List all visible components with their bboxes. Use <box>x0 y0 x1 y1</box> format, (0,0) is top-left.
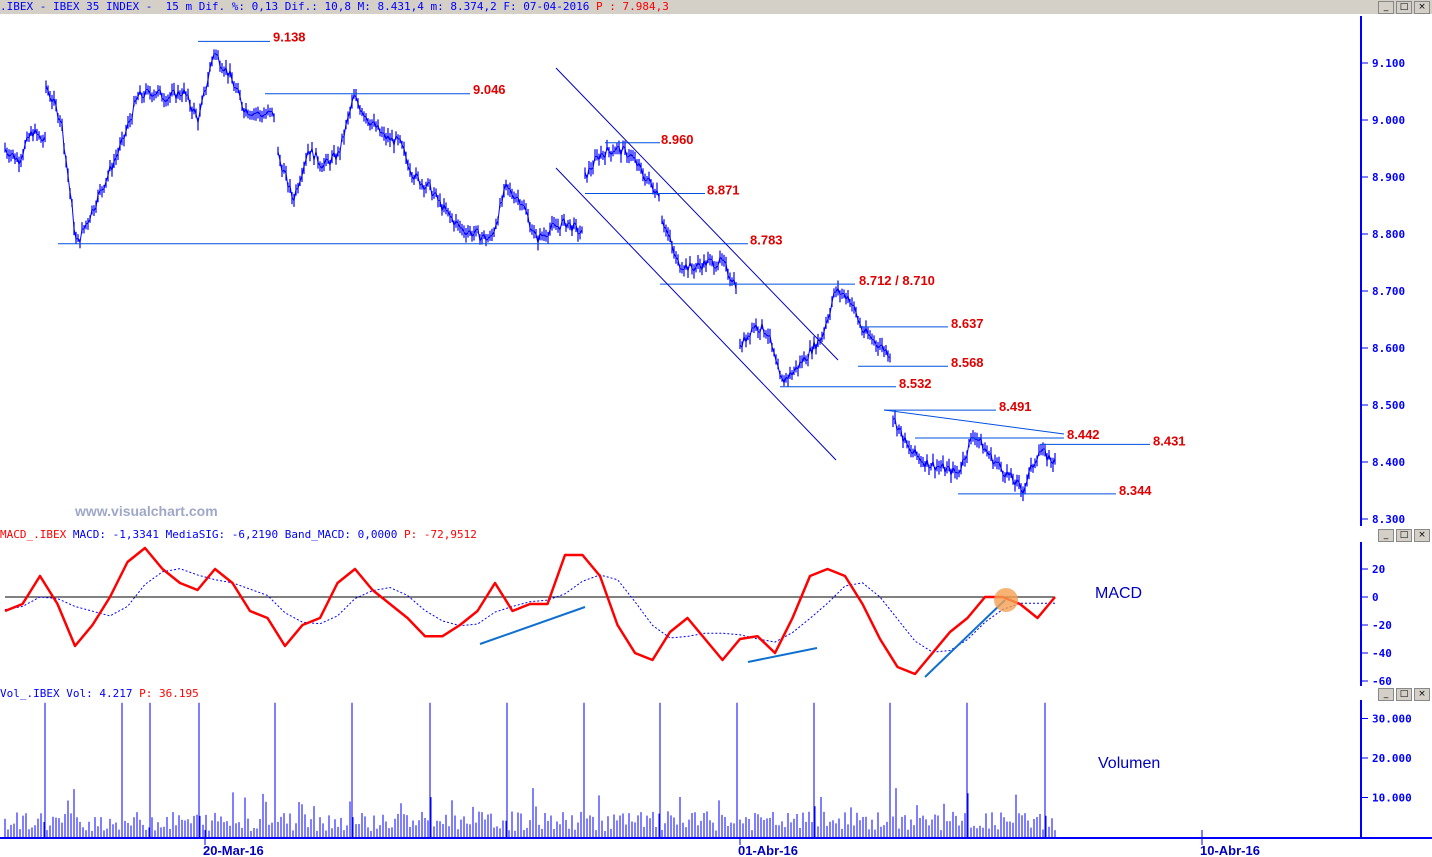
channel-upper <box>555 67 839 361</box>
level-label: 8.871 <box>707 183 740 198</box>
price-line <box>4 127 46 166</box>
quote-info: 15 m Dif. %: 0,13 Dif.: 10,8 M: 8.431,4 … <box>165 0 590 13</box>
volume-header: Vol_.IBEX Vol: 4.217 P: 36.195 _ □ × <box>0 687 1432 701</box>
vol-name: Vol_.IBEX <box>0 687 60 700</box>
channel-lower <box>555 167 837 461</box>
macd-name: MACD_.IBEX <box>0 528 67 541</box>
price-header: .IBEX - IBEX 35 INDEX - 15 m Dif. %: 0,1… <box>0 0 1432 14</box>
close-button[interactable]: × <box>1414 1 1430 14</box>
price-tick-label: 8.800 <box>1372 228 1405 241</box>
signal-line <box>4 568 1055 653</box>
level-label: 8.431 <box>1153 433 1186 448</box>
level-label: 9.046 <box>473 82 506 97</box>
minimize-button[interactable]: _ <box>1378 529 1394 542</box>
resistance-trendline <box>883 409 1065 435</box>
price-tick-label: 9.000 <box>1372 114 1405 127</box>
macd-tick-label: -20 <box>1372 619 1392 632</box>
macd-tick-label: -40 <box>1372 647 1392 660</box>
macd-tick-label: 20 <box>1372 563 1385 576</box>
crossover-marker <box>994 588 1018 612</box>
price-tick-label: 8.700 <box>1372 285 1405 298</box>
date-label: 10-Abr-16 <box>1200 843 1260 857</box>
minimize-button[interactable]: _ <box>1378 688 1394 701</box>
price-line <box>277 94 583 244</box>
price-line <box>661 220 737 290</box>
minimize-button[interactable]: _ <box>1378 1 1394 14</box>
level-label: 8.491 <box>999 399 1032 414</box>
vol-values: Vol: 4.217 <box>66 687 133 700</box>
price-line <box>892 417 1056 496</box>
symbol: .IBEX - IBEX 35 INDEX - <box>0 0 153 13</box>
level-label: 8.712 / 8.710 <box>859 273 935 288</box>
price-tick-label: 9.100 <box>1372 57 1405 70</box>
macd-line <box>4 546 1056 676</box>
level-label: 9.138 <box>273 29 306 44</box>
price-tick-label: 8.900 <box>1372 171 1405 184</box>
volume-tick-label: 10.000 <box>1372 792 1412 805</box>
price-tick-label: 8.300 <box>1372 513 1405 526</box>
maximize-button[interactable]: □ <box>1396 529 1412 542</box>
price-tick-label: 8.400 <box>1372 456 1405 469</box>
date-label: 20-Mar-16 <box>203 843 264 857</box>
last-price: P : 7.984,3 <box>596 0 669 13</box>
macd-last: P: -72,9512 <box>404 528 477 541</box>
macd-trendline <box>747 647 818 663</box>
volume-tick-label: 30.000 <box>1372 713 1412 726</box>
macd-header: MACD_.IBEX MACD: -1,3341 MediaSIG: -6,21… <box>0 528 1432 542</box>
level-label: 8.344 <box>1119 483 1152 498</box>
level-label: 8.783 <box>750 233 783 248</box>
macd-values: MACD: -1,3341 MediaSIG: -6,2190 Band_MAC… <box>72 528 398 541</box>
level-label: 8.637 <box>951 316 984 331</box>
close-button[interactable]: × <box>1414 529 1430 542</box>
level-label: 8.568 <box>951 355 984 370</box>
price-line <box>739 287 891 385</box>
price-line <box>584 145 660 198</box>
date-label: 01-Abr-16 <box>738 843 798 857</box>
level-label: 8.442 <box>1067 427 1100 442</box>
price-line <box>45 53 275 245</box>
macd-label: MACD <box>1095 585 1142 602</box>
level-label: 8.960 <box>661 132 694 147</box>
volume-tick-label: 20.000 <box>1372 752 1412 765</box>
maximize-button[interactable]: □ <box>1396 688 1412 701</box>
watermark: www.visualchart.com <box>74 503 218 519</box>
level-label: 8.532 <box>899 376 932 391</box>
vol-last: P: 36.195 <box>139 687 199 700</box>
volume-label: Volumen <box>1098 755 1160 772</box>
macd-trendline <box>479 606 586 645</box>
macd-trendline <box>924 599 1006 678</box>
close-button[interactable]: × <box>1414 688 1430 701</box>
macd-tick-label: 0 <box>1372 591 1379 604</box>
price-tick-label: 8.500 <box>1372 399 1405 412</box>
price-tick-label: 8.600 <box>1372 342 1405 355</box>
maximize-button[interactable]: □ <box>1396 1 1412 14</box>
